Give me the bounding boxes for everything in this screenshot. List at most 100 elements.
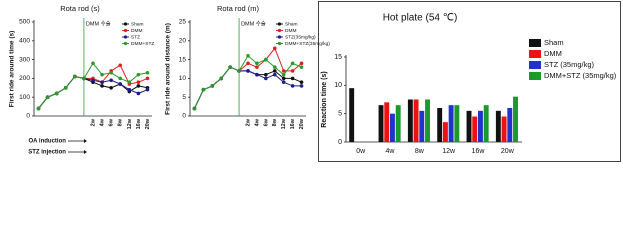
bar bbox=[513, 96, 518, 142]
x-tick-label: 16w bbox=[472, 148, 486, 155]
point bbox=[91, 78, 95, 83]
x-tick-label: 12w bbox=[127, 118, 133, 129]
point bbox=[255, 72, 259, 77]
annotation: DMM 수술 bbox=[86, 19, 111, 27]
point bbox=[109, 78, 113, 83]
x-tick-label: 20w bbox=[501, 148, 515, 155]
point bbox=[272, 46, 277, 51]
point bbox=[82, 76, 86, 81]
point bbox=[264, 72, 268, 77]
bar bbox=[407, 99, 413, 142]
y-tick-label: 20 bbox=[179, 38, 187, 45]
series-line bbox=[38, 64, 148, 109]
x-tick-label: 4w bbox=[100, 118, 106, 126]
point bbox=[127, 80, 132, 84]
legend-marker bbox=[123, 41, 128, 46]
point bbox=[45, 95, 50, 99]
legend-swatch bbox=[529, 50, 541, 58]
y-tick-label: 5 bbox=[338, 111, 342, 118]
legend-label: DMM bbox=[285, 28, 296, 34]
annotation: STZ injection bbox=[28, 150, 66, 156]
point bbox=[272, 69, 277, 73]
point bbox=[290, 84, 295, 88]
legend-swatch bbox=[529, 72, 541, 80]
legend-label: DMM+STZ bbox=[131, 41, 154, 47]
point bbox=[290, 69, 295, 73]
x-tick-label: 6w bbox=[263, 118, 269, 126]
y-tick-label: 15 bbox=[334, 54, 342, 61]
bar bbox=[507, 108, 513, 142]
point bbox=[299, 80, 304, 84]
chart-title: Hot plate (54 ℃) bbox=[383, 13, 458, 24]
legend-marker bbox=[123, 28, 128, 33]
bar bbox=[395, 105, 401, 142]
y-tick-label: 500 bbox=[19, 19, 30, 26]
point bbox=[136, 80, 141, 84]
legend-label: DMM bbox=[131, 28, 142, 34]
legend-label: STZ (35mg/kg) bbox=[544, 60, 595, 69]
point bbox=[192, 106, 197, 111]
point bbox=[228, 65, 232, 69]
y-tick-label: 15 bbox=[179, 56, 187, 63]
bar bbox=[378, 105, 384, 142]
x-tick-label: 16w bbox=[136, 118, 142, 129]
x-tick-label: 8w bbox=[118, 118, 124, 126]
annotation: DMM 수술 bbox=[241, 19, 266, 27]
point bbox=[118, 63, 123, 68]
point bbox=[91, 61, 95, 66]
y-tick-label: 10 bbox=[179, 75, 187, 82]
bar bbox=[442, 122, 448, 142]
point bbox=[136, 91, 141, 96]
x-tick-label: 0w bbox=[356, 148, 366, 155]
legend-swatch bbox=[529, 39, 541, 47]
y-axis-label: First ride around distance (m) bbox=[165, 23, 172, 115]
legend-label: DMM+STZ (35mg/kg) bbox=[544, 71, 617, 80]
point bbox=[299, 61, 304, 66]
x-tick-label: 12w bbox=[442, 148, 456, 155]
series-line bbox=[194, 66, 302, 109]
point bbox=[145, 87, 150, 92]
point bbox=[264, 57, 268, 62]
point bbox=[246, 61, 250, 66]
x-tick-label: 4w bbox=[386, 148, 396, 155]
bar bbox=[437, 108, 443, 142]
y-tick-label: 400 bbox=[19, 38, 30, 45]
legend-marker bbox=[123, 35, 128, 39]
bar bbox=[501, 116, 507, 142]
bar bbox=[349, 88, 355, 142]
point bbox=[299, 84, 304, 88]
arrow-head bbox=[83, 139, 87, 143]
point bbox=[63, 86, 68, 90]
legend-marker bbox=[123, 22, 128, 26]
x-tick-label: 2w bbox=[245, 118, 251, 126]
point bbox=[299, 65, 304, 69]
point bbox=[281, 76, 286, 81]
point bbox=[145, 70, 150, 75]
point bbox=[290, 76, 295, 81]
bar bbox=[390, 113, 395, 142]
y-tick-label: 25 bbox=[179, 19, 187, 26]
series-line bbox=[194, 66, 302, 109]
point bbox=[219, 76, 224, 81]
point bbox=[109, 70, 113, 75]
point bbox=[136, 72, 141, 77]
y-tick-label: 0 bbox=[182, 113, 186, 120]
y-tick-label: 10 bbox=[334, 82, 342, 89]
chart-title: Rota rod (s) bbox=[60, 4, 100, 13]
point bbox=[36, 106, 41, 111]
bar bbox=[472, 116, 478, 142]
figure: Rota rod (s) First ride around time (s) 0 1… bbox=[9, 1, 621, 162]
annotation: OA induction bbox=[28, 139, 66, 145]
x-tick-label: 20w bbox=[145, 118, 151, 129]
legend-label: DMM+STZ(35mg/kg) bbox=[285, 41, 330, 47]
point bbox=[281, 69, 286, 73]
bar bbox=[478, 110, 483, 142]
x-tick-label: 6w bbox=[109, 118, 115, 126]
point bbox=[100, 80, 104, 84]
bar bbox=[384, 102, 390, 142]
point bbox=[127, 87, 132, 92]
bar bbox=[448, 105, 454, 142]
bar bbox=[454, 105, 460, 142]
x-tick-label: 8w bbox=[415, 148, 425, 155]
point bbox=[272, 65, 277, 69]
